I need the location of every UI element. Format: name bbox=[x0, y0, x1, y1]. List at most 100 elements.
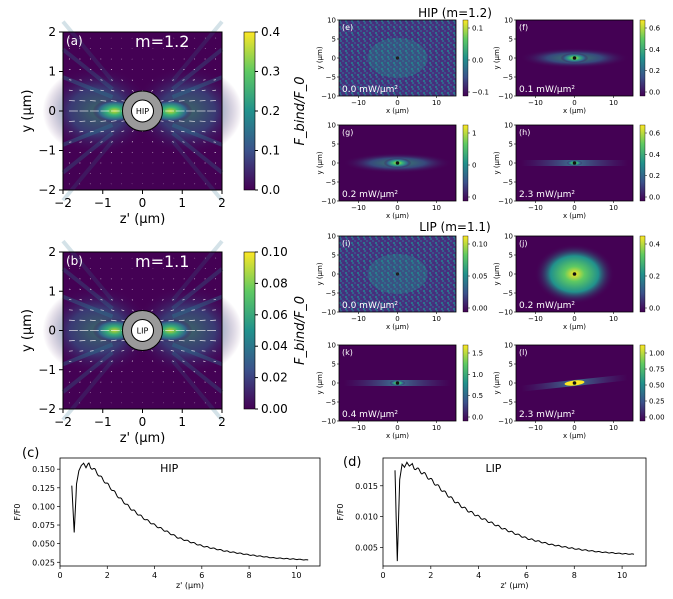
y-tick-label: 5 bbox=[509, 141, 513, 149]
fringe-band bbox=[171, 131, 224, 175]
force-arrow bbox=[110, 120, 117, 122]
x-tick-label: 10 bbox=[432, 204, 441, 212]
power-label: 0.2 mW/μm² bbox=[342, 190, 398, 200]
force-arrow bbox=[110, 360, 113, 362]
hip-heading: HIP (m=1.2) bbox=[418, 6, 492, 20]
x-tick-label: 0 bbox=[572, 424, 576, 432]
force-arrow bbox=[100, 79, 103, 81]
x-tick-label: −10 bbox=[528, 204, 543, 212]
fringe-band bbox=[170, 359, 224, 422]
fringe-band bbox=[61, 131, 114, 175]
colorbar-tick-label: 1 bbox=[472, 130, 476, 138]
y-tick-label: 10 bbox=[504, 17, 513, 25]
fringe-band bbox=[61, 267, 114, 311]
y-tick-label: 0 bbox=[48, 104, 56, 118]
plot-title: LIP bbox=[485, 462, 501, 475]
x-tick-label: 0 bbox=[395, 424, 399, 432]
x-tick-label: 1 bbox=[178, 196, 186, 210]
panel-label: (b) bbox=[66, 254, 83, 268]
colorbar-tick-label: 0.1 bbox=[261, 144, 280, 158]
x-tick-label: 10 bbox=[609, 424, 618, 432]
colorbar-tick-label: 0.2 bbox=[649, 172, 660, 180]
plot-title: HIP bbox=[160, 462, 179, 475]
x-tick-label: 2 bbox=[428, 571, 433, 580]
force-arrow bbox=[131, 141, 134, 143]
fringe-band bbox=[171, 47, 224, 91]
y-tick-label: 0.150 bbox=[32, 465, 55, 474]
colorbar-tick-label: 0.0 bbox=[472, 57, 483, 65]
force-arrow bbox=[121, 79, 124, 81]
force-arrow bbox=[172, 288, 175, 290]
colorbar-tick-label: 0.02 bbox=[261, 371, 288, 385]
force-arrow bbox=[121, 141, 124, 143]
y-tick-label: −1 bbox=[38, 363, 56, 377]
colorbar bbox=[462, 344, 469, 422]
force-arrow bbox=[182, 299, 185, 301]
series-line bbox=[71, 462, 309, 561]
force-arrow bbox=[110, 339, 117, 342]
colorbar-tick-label: 0.5 bbox=[472, 392, 483, 400]
panel-b: LIP (b) m=1.1 −2 −1 0 1 2 2 1 0 −1 −2 z' (μm) y (μm) 0.… bbox=[20, 239, 308, 446]
panel-label: (e) bbox=[342, 23, 353, 32]
colorbar-tick-label: 0.0 bbox=[649, 194, 660, 202]
force-arrow bbox=[151, 89, 154, 92]
force-arrow bbox=[131, 130, 134, 133]
y-axis-label: y (μm) bbox=[493, 371, 501, 394]
power-label: 2.3 mW/μm² bbox=[519, 410, 575, 420]
x-tick-label: −10 bbox=[351, 315, 366, 323]
force-arrow bbox=[151, 299, 154, 301]
colorbar bbox=[639, 19, 646, 97]
x-tick-label: 10 bbox=[609, 204, 618, 212]
force-arrow bbox=[192, 79, 196, 81]
force-arrow bbox=[162, 288, 164, 290]
y-axis-label: y (μm) bbox=[20, 309, 35, 352]
colorbar-tick-label: 0.50 bbox=[649, 382, 665, 390]
force-arrow bbox=[100, 120, 107, 122]
x-tick-label: 8 bbox=[247, 571, 252, 580]
panel-label: (l) bbox=[519, 348, 527, 357]
force-arrow bbox=[160, 130, 164, 133]
x-axis-label: z' (μm) bbox=[120, 212, 166, 227]
fringe-band bbox=[61, 350, 114, 394]
force-arrow bbox=[100, 89, 104, 92]
x-axis-label: x (μm) bbox=[386, 323, 409, 331]
y-tick-label: −2 bbox=[38, 183, 56, 197]
y-tick-label: 5 bbox=[332, 361, 336, 369]
y-axis-label: y (μm) bbox=[493, 262, 501, 285]
series-line bbox=[394, 461, 635, 562]
force-arrow bbox=[151, 79, 154, 81]
colorbar-tick-label: 0.00 bbox=[261, 402, 288, 416]
force-arrow bbox=[100, 309, 105, 311]
y-tick-label: −5 bbox=[503, 74, 513, 82]
y-tick-label: 0.025 bbox=[32, 558, 55, 567]
fringe-band bbox=[62, 75, 114, 99]
y-axis-label: y (μm) bbox=[316, 371, 324, 394]
force-arrow bbox=[131, 79, 134, 81]
force-arrow bbox=[151, 309, 154, 312]
force-arrow bbox=[110, 100, 117, 102]
colorbar-tick-label: 1.0 bbox=[472, 371, 483, 379]
particle-dot bbox=[572, 56, 577, 60]
force-arrow bbox=[180, 309, 185, 311]
colorbar-tick-label: 0.0 bbox=[649, 305, 660, 313]
force-arrow bbox=[151, 360, 154, 362]
fringe-band bbox=[61, 47, 114, 91]
fringe-band bbox=[61, 359, 115, 422]
y-tick-label: 0 bbox=[332, 271, 336, 279]
y-axis-label: y (μm) bbox=[493, 151, 501, 174]
force-arrow bbox=[192, 360, 196, 362]
force-arrow bbox=[191, 350, 196, 352]
x-axis-label: z' (μm) bbox=[120, 431, 166, 446]
colorbar-tick-label: 0.1 bbox=[472, 25, 483, 33]
y-tick-label: 5 bbox=[332, 36, 336, 44]
force-arrow bbox=[121, 151, 123, 153]
y-tick-label: 10 bbox=[327, 17, 336, 25]
particle-dot bbox=[395, 272, 400, 276]
y-tick-label: −5 bbox=[503, 179, 513, 187]
x-axis-label: z' (μm) bbox=[500, 581, 528, 590]
y-tick-label: 5 bbox=[509, 361, 513, 369]
power-label: 0.2 mW/μm² bbox=[519, 301, 575, 311]
y-tick-label: −1 bbox=[38, 144, 56, 158]
